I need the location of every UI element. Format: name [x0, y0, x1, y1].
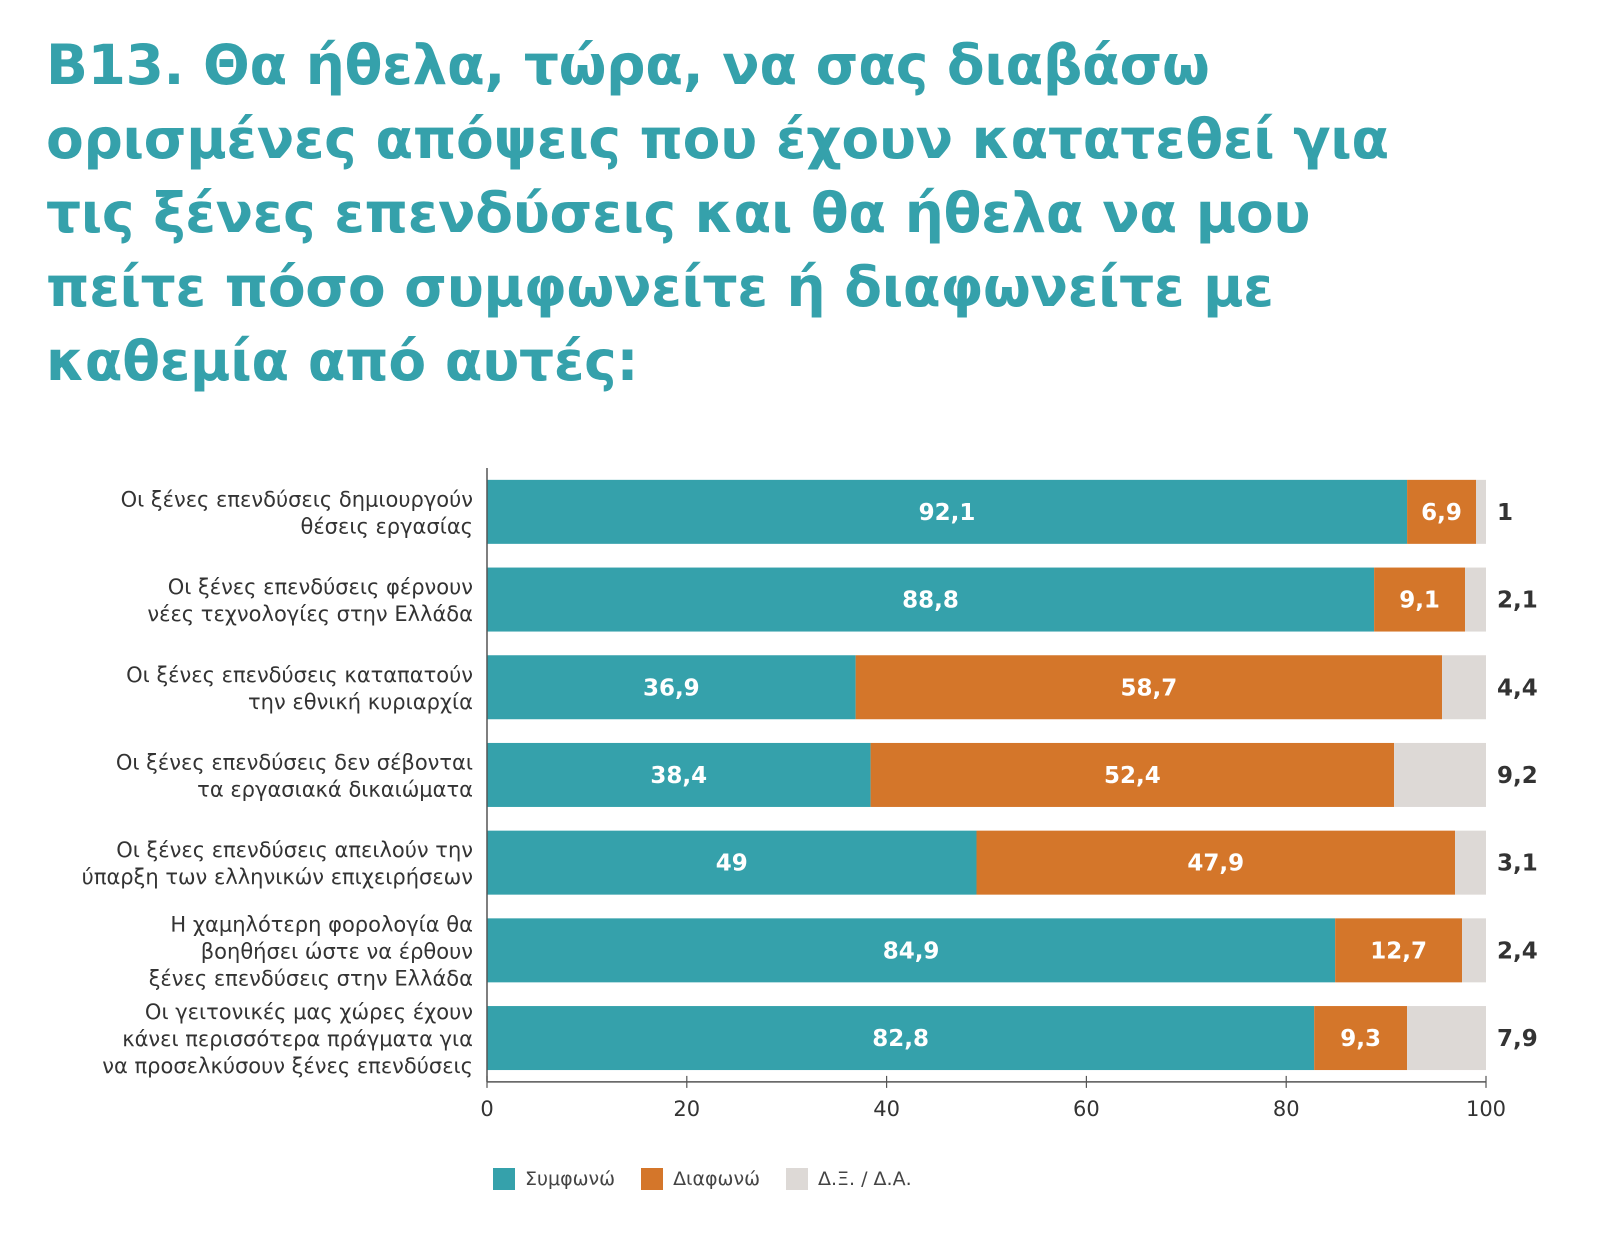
- bar-agree: [487, 655, 856, 720]
- bar-dk: [1465, 567, 1486, 632]
- data-label: 84,9: [883, 938, 940, 964]
- title-line: τις ξένες επενδύσεις και θα ήθελα να μου: [46, 181, 1311, 245]
- category-label: θέσεις εργασίας: [300, 514, 473, 538]
- data-label: 38,4: [650, 763, 707, 789]
- category-label: Οι γειτονικές μας χώρες έχουν: [145, 1000, 473, 1024]
- bar-disagree: [1374, 567, 1466, 632]
- bar-agree: [487, 567, 1375, 632]
- bar-agree: [487, 742, 871, 807]
- data-label: 36,9: [643, 675, 700, 701]
- category-label: ξένες επενδύσεις στην Ελλάδα: [149, 966, 473, 990]
- data-label: 6,9: [1421, 500, 1462, 526]
- legend-item-agree: Συμφωνώ: [493, 1168, 615, 1190]
- category-label: βοηθήσει ώστε να έρθουν: [201, 939, 473, 963]
- data-label: 9,3: [1340, 1026, 1381, 1052]
- data-label-dk: 1: [1497, 500, 1513, 526]
- x-tick-label: 40: [873, 1097, 900, 1121]
- category-label: τα εργασιακά δικαιώματα: [197, 777, 473, 801]
- title-line: ορισμένες απόψεις που έχουν κατατεθεί γι…: [46, 107, 1389, 171]
- bar-disagree: [1407, 479, 1477, 544]
- bar-disagree: [855, 655, 1443, 720]
- category-label: Οι ξένες επενδύσεις δημιουργούν: [121, 487, 473, 511]
- x-tick-label: 100: [1466, 1097, 1506, 1121]
- legend-item-disagree: Διαφωνώ: [641, 1168, 760, 1190]
- data-label: 58,7: [1120, 675, 1177, 701]
- data-label-dk: 4,4: [1497, 675, 1538, 701]
- category-label: να προσελκύσουν ξένες επενδύσεις: [102, 1054, 473, 1078]
- data-label-dk: 2,1: [1497, 588, 1538, 614]
- x-tick-label: 20: [673, 1097, 700, 1121]
- bar-disagree: [870, 742, 1395, 807]
- category-label: κάνει περισσότερα πράγματα για: [122, 1027, 473, 1051]
- data-label: 49: [716, 851, 748, 877]
- legend-swatch-agree: [493, 1168, 515, 1190]
- bar-agree: [487, 830, 977, 895]
- legend-label-disagree: Διαφωνώ: [673, 1168, 760, 1190]
- legend-swatch-dk: [785, 1168, 808, 1190]
- bar-agree: [487, 918, 1336, 983]
- chart-title: B13. Θα ήθελα, τώρα, να σας διαβάσω ορισ…: [46, 28, 1546, 398]
- data-label: 92,1: [919, 500, 976, 526]
- category-label: Οι ξένες επενδύσεις καταπατούν: [126, 663, 473, 687]
- data-label-dk: 9,2: [1497, 763, 1538, 789]
- legend-item-dk: Δ.Ξ. / Δ.Α.: [785, 1168, 912, 1190]
- bar-dk: [1407, 1006, 1486, 1071]
- category-label: Η χαμηλότερη φορολογία θα: [170, 912, 473, 936]
- legend-label-dk: Δ.Ξ. / Δ.Α.: [817, 1168, 912, 1190]
- bar-dk: [1442, 655, 1486, 720]
- data-label-dk: 7,9: [1497, 1026, 1538, 1052]
- category-label: την εθνική κυριαρχία: [248, 690, 473, 714]
- bar-agree: [487, 1006, 1315, 1071]
- bar-disagree: [1314, 1006, 1408, 1071]
- x-tick-label: 60: [1073, 1097, 1100, 1121]
- bar-disagree: [976, 830, 1456, 895]
- bar-disagree: [1335, 918, 1463, 983]
- data-label-dk: 2,4: [1497, 938, 1538, 964]
- bar-agree: [487, 479, 1408, 544]
- x-tick-label: 0: [480, 1097, 493, 1121]
- bar-dk: [1394, 742, 1486, 807]
- x-tick-label: 80: [1273, 1097, 1300, 1121]
- chart-legend: Συμφωνώ Διαφωνώ Δ.Ξ. / Δ.Α.: [493, 1168, 938, 1190]
- title-line: καθεμία από αυτές:: [46, 329, 639, 393]
- bar-dk: [1462, 918, 1486, 983]
- data-label-dk: 3,1: [1497, 851, 1538, 877]
- title-line: πείτε πόσο συμφωνείτε ή διαφωνείτε με: [46, 255, 1274, 319]
- legend-label-agree: Συμφωνώ: [525, 1168, 616, 1190]
- category-label: Οι ξένες επενδύσεις φέρνουν: [168, 575, 473, 599]
- data-label: 47,9: [1187, 851, 1244, 877]
- bar-dk: [1476, 479, 1486, 544]
- legend-swatch-disagree: [641, 1168, 664, 1190]
- data-label: 88,8: [902, 588, 959, 614]
- category-label: νέες τεχνολογίες στην Ελλάδα: [147, 602, 473, 626]
- bar-dk: [1455, 830, 1486, 895]
- data-label: 9,1: [1399, 588, 1440, 614]
- category-label: ύπαρξη των ελληνικών επιχειρήσεων: [82, 865, 473, 889]
- data-label: 52,4: [1104, 763, 1161, 789]
- data-label: 12,7: [1370, 938, 1427, 964]
- category-label: Οι ξένες επενδύσεις δεν σέβονται: [116, 750, 473, 774]
- data-label: 82,8: [872, 1026, 929, 1052]
- category-label: Οι ξένες επενδύσεις απειλούν την: [116, 838, 473, 862]
- title-line: B13. Θα ήθελα, τώρα, να σας διαβάσω: [46, 33, 1210, 97]
